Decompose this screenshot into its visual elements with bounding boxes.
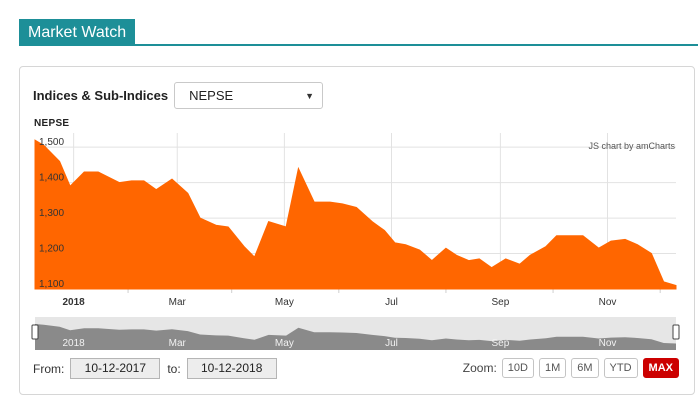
x-tick-label: 2018: [63, 297, 86, 308]
navigator-label: Jul: [385, 338, 398, 349]
from-date-input[interactable]: 10-12-2017: [70, 358, 161, 379]
x-tick-label: Mar: [169, 297, 187, 308]
zoom-1m-button[interactable]: 1M: [538, 358, 567, 378]
amcharts-credit[interactable]: JS chart by amCharts: [588, 141, 675, 151]
x-tick-label: May: [275, 297, 294, 308]
to-label: to:: [167, 361, 181, 376]
period-selector: From: 10-12-2017 to: 10-12-2018: [33, 358, 277, 379]
navigator-label: Mar: [169, 338, 187, 349]
from-label: From:: [33, 361, 65, 376]
y-tick-label: 1,200: [39, 244, 64, 255]
zoom-10d-button[interactable]: 10D: [501, 358, 534, 378]
navigator-labels: 2018 Mar May Jul Sep Nov: [63, 338, 617, 349]
zoom-6m-button[interactable]: 6M: [571, 358, 599, 378]
index-select-value: NEPSE: [189, 88, 234, 103]
y-tick-label: 1,500: [39, 137, 64, 148]
navigator[interactable]: 2018 Mar May Jul Sep Nov: [31, 317, 680, 350]
zoom-label: Zoom:: [462, 361, 497, 375]
x-tick-label: Jul: [385, 297, 398, 308]
chart-title: NEPSE: [34, 118, 70, 129]
y-tick-label: 1,100: [39, 279, 64, 290]
chevron-down-icon: ▼: [305, 90, 315, 101]
index-selector-label: Indices & Sub-Indices: [33, 88, 169, 103]
navigator-right-handle[interactable]: [672, 324, 680, 340]
x-axis-labels: 2018 Mar May Jul Sep Nov: [63, 297, 617, 308]
chart-canvas[interactable]: 1,500 1,400 1,300 1,200 1,100 2018 Mar May Jul S…: [20, 67, 694, 394]
zoom-max-button[interactable]: MAX: [642, 358, 679, 378]
header-divider: [19, 44, 698, 46]
y-tick-label: 1,300: [39, 208, 64, 219]
to-date-input[interactable]: 10-12-2018: [186, 358, 277, 379]
index-select-dropdown[interactable]: NEPSE ▼: [174, 82, 324, 109]
navigator-label: 2018: [63, 338, 86, 349]
y-axis-labels: 1,500 1,400 1,300 1,200 1,100: [39, 137, 64, 290]
market-chart-panel: Indices & Sub-Indices NEPSE ▼ NEPSE 1,50…: [19, 66, 695, 395]
y-tick-label: 1,400: [39, 173, 64, 184]
zoom-controls: Zoom: 10D 1M 6M YTD MAX: [463, 358, 679, 378]
zoom-ytd-button[interactable]: YTD: [603, 358, 638, 378]
x-tick-label: Sep: [491, 297, 509, 308]
x-tick-label: Nov: [599, 297, 617, 308]
navigator-label: May: [275, 338, 294, 349]
market-watch-header: Market Watch: [19, 19, 136, 46]
navigator-label: Sep: [491, 338, 509, 349]
navigator-left-handle[interactable]: [31, 324, 39, 340]
navigator-area: [35, 324, 676, 350]
navigator-label: Nov: [599, 338, 617, 349]
index-selector-row: Indices & Sub-Indices NEPSE ▼: [33, 81, 324, 110]
nepse-area-series[interactable]: [34, 139, 677, 290]
